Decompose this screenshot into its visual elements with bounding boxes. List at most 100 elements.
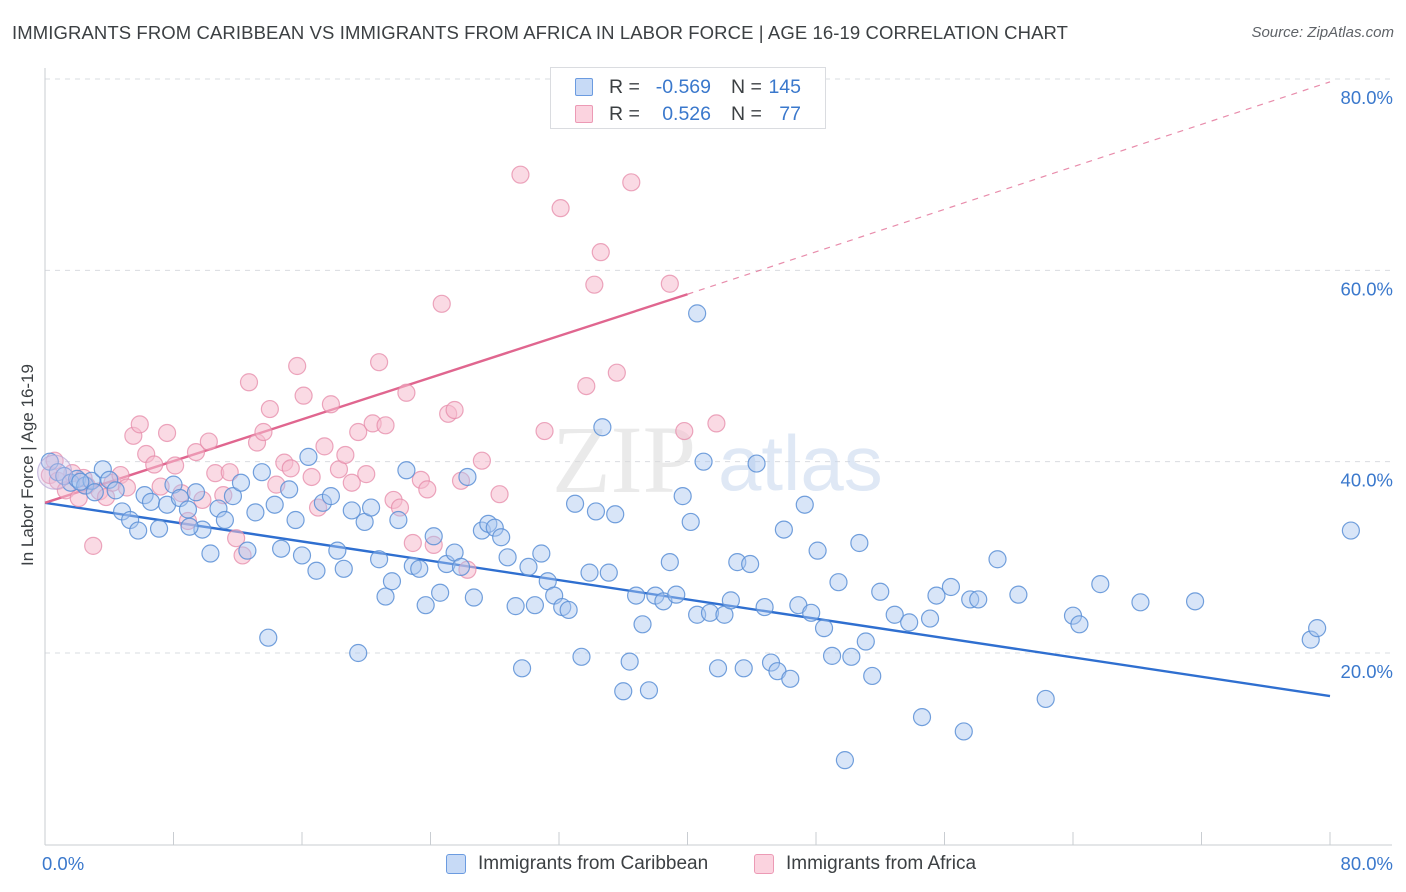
caribbean-point xyxy=(93,460,112,479)
legend-n-value-africa: 77 xyxy=(779,103,801,125)
caribbean-point xyxy=(620,652,639,671)
africa-point xyxy=(577,376,596,396)
caribbean-point xyxy=(747,454,766,473)
caribbean-point xyxy=(808,541,827,560)
caribbean-point xyxy=(431,583,450,602)
legend-r-label: R = xyxy=(609,76,640,98)
africa-point xyxy=(675,421,694,441)
caribbean-point xyxy=(829,573,848,592)
africa-point xyxy=(660,274,679,293)
caribbean-point xyxy=(464,588,483,607)
caribbean-point xyxy=(246,503,265,522)
africa-point xyxy=(84,536,103,555)
africa-point xyxy=(607,363,626,382)
caribbean-point xyxy=(272,539,291,558)
africa-point xyxy=(622,173,641,192)
caribbean-point xyxy=(885,605,904,624)
legend-n-label: N = xyxy=(731,76,762,98)
caribbean-point xyxy=(349,643,368,663)
caribbean-point xyxy=(694,452,713,471)
caribbean-point xyxy=(708,659,728,678)
caribbean-point xyxy=(180,517,199,536)
caribbean-point xyxy=(565,494,585,513)
caribbean-point xyxy=(361,498,381,517)
africa-point xyxy=(490,485,509,504)
caribbean-point xyxy=(559,600,578,620)
series-label-africa: Immigrants from Africa xyxy=(786,853,977,874)
africa-point xyxy=(166,456,185,475)
africa-point xyxy=(585,275,604,294)
caribbean-point xyxy=(498,548,517,567)
caribbean-point xyxy=(856,632,875,651)
caribbean-point xyxy=(1036,689,1055,709)
caribbean-point xyxy=(741,554,760,574)
chart-title: IMMIGRANTS FROM CARIBBEAN VS IMMIGRANTS … xyxy=(12,22,1069,43)
correlation-legend: R = -0.569 N = 145 R = 0.526 N = 77 xyxy=(550,67,826,129)
legend-row-caribbean: R = -0.569 N = 145 xyxy=(551,73,825,101)
africa-point xyxy=(117,478,137,497)
caribbean-point xyxy=(586,502,606,521)
africa-point xyxy=(472,451,491,470)
legend-swatch-caribbean xyxy=(575,78,593,96)
caribbean-point xyxy=(458,467,477,487)
caribbean-point xyxy=(328,541,347,560)
caribbean-point xyxy=(100,470,119,489)
caribbean-point xyxy=(178,500,198,519)
caribbean-point xyxy=(593,418,612,437)
caribbean-point xyxy=(451,557,471,577)
africa-point xyxy=(376,416,395,435)
series-swatch-africa xyxy=(754,854,774,874)
legend-n-label: N = xyxy=(731,103,762,125)
caribbean-point xyxy=(280,480,299,499)
caribbean-point xyxy=(795,495,814,514)
caribbean-point xyxy=(382,572,402,591)
africa-point xyxy=(145,455,164,474)
africa-point xyxy=(288,356,307,376)
caribbean-point xyxy=(1185,592,1205,611)
caribbean-point xyxy=(572,647,591,666)
caribbean-point xyxy=(85,483,104,502)
caribbean-point xyxy=(149,519,169,538)
caribbean-point xyxy=(954,722,973,741)
africa-point xyxy=(157,423,177,443)
africa-point xyxy=(397,383,416,402)
caribbean-point xyxy=(920,609,940,628)
caribbean-point xyxy=(871,582,890,601)
y-tick-label: 80.0% xyxy=(1341,87,1393,108)
caribbean-point xyxy=(688,304,707,323)
caribbean-point xyxy=(71,472,90,491)
caribbean-point xyxy=(519,557,538,577)
africa-point xyxy=(403,533,422,553)
caribbean-point xyxy=(506,597,525,616)
caribbean-point xyxy=(927,586,946,605)
caribbean-point xyxy=(626,586,646,605)
x-tick-label: 0.0% xyxy=(42,853,84,874)
africa-point xyxy=(342,473,361,492)
caribbean-point xyxy=(299,447,318,466)
africa-point xyxy=(445,400,464,420)
caribbean-point xyxy=(424,527,443,546)
caribbean-point xyxy=(512,659,532,678)
africa-trend-extension xyxy=(687,81,1331,295)
caribbean-point xyxy=(135,486,154,505)
caribbean-point xyxy=(259,628,278,647)
africa-point xyxy=(535,421,554,441)
caribbean-point xyxy=(265,495,284,514)
gridlines xyxy=(45,78,1392,654)
africa-point xyxy=(186,443,206,462)
africa-point xyxy=(551,199,570,218)
africa-point xyxy=(199,432,218,451)
africa-point xyxy=(591,243,610,262)
caribbean-point xyxy=(660,553,679,572)
caribbean-point xyxy=(532,544,551,563)
africa-point xyxy=(294,386,313,405)
caribbean-point xyxy=(292,546,312,565)
caribbean-point xyxy=(774,520,793,539)
caribbean-point xyxy=(912,707,932,727)
caribbean-point xyxy=(485,518,504,537)
africa-point xyxy=(227,529,246,548)
caribbean-point xyxy=(814,619,834,638)
caribbean-point xyxy=(1341,521,1360,540)
caribbean-point xyxy=(1308,619,1327,638)
data-points xyxy=(37,165,1360,770)
